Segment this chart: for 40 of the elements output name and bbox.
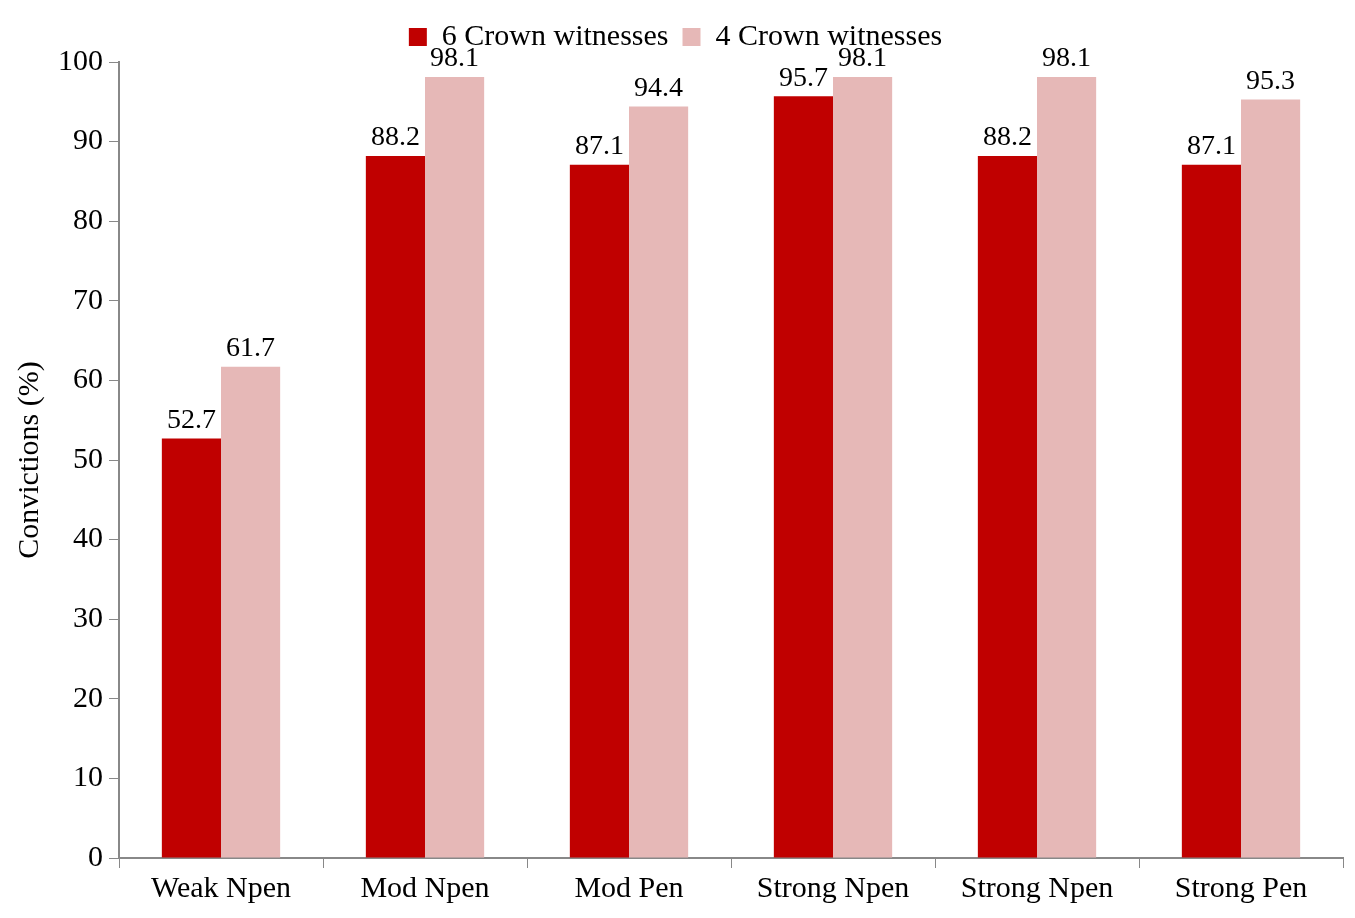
- y-tick-label: 60: [73, 361, 103, 395]
- x-tick-label: Weak Npen: [150, 869, 292, 903]
- y-tick-label: 20: [73, 679, 103, 713]
- x-tick-label: Mod Pen: [574, 869, 684, 903]
- y-tick-label: 30: [73, 600, 103, 634]
- data-label: 52.7: [166, 402, 216, 434]
- data-label: 61.7: [226, 331, 276, 363]
- y-tick-label: 100: [58, 42, 103, 76]
- y-tick-label: 70: [73, 281, 103, 315]
- bar: [1241, 99, 1301, 858]
- x-tick-label: Strong Npen: [756, 869, 910, 903]
- bar: [773, 96, 833, 858]
- data-label: 88.2: [370, 120, 420, 152]
- data-label: 95.3: [1246, 63, 1296, 95]
- x-tick-label: Strong Npen: [960, 869, 1114, 903]
- bar: [1181, 164, 1241, 858]
- y-tick-label: 10: [73, 759, 103, 793]
- bar: [569, 164, 629, 858]
- bar: [425, 77, 485, 858]
- y-tick-label: 0: [88, 838, 103, 872]
- bar: [833, 77, 893, 858]
- bar: [161, 438, 221, 858]
- y-tick-label: 40: [73, 520, 103, 554]
- y-tick-label: 80: [73, 202, 103, 236]
- bar: [629, 106, 689, 858]
- y-tick-label: 50: [73, 440, 103, 474]
- x-tick-label: Strong Pen: [1174, 869, 1308, 903]
- data-label: 98.1: [1042, 41, 1092, 73]
- y-tick-label: 90: [73, 122, 103, 156]
- data-label: 87.1: [1186, 129, 1236, 161]
- y-axis-title: Convictions (%): [10, 361, 45, 559]
- bar: [221, 366, 281, 858]
- x-tick-label: Mod Npen: [360, 869, 490, 903]
- data-label: 94.4: [634, 70, 684, 102]
- bar: [977, 155, 1037, 858]
- data-label: 87.1: [574, 129, 624, 161]
- data-label: 88.2: [982, 120, 1032, 152]
- data-label: 95.7: [778, 60, 828, 92]
- bar: [1037, 77, 1097, 858]
- bar: [365, 155, 425, 858]
